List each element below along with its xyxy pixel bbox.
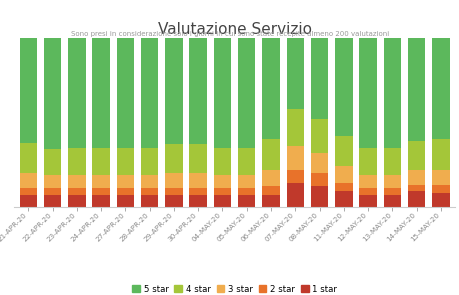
- Bar: [44, 188, 61, 195]
- Bar: [165, 144, 182, 173]
- Bar: [334, 191, 352, 206]
- Bar: [310, 38, 328, 119]
- Bar: [140, 38, 158, 148]
- Bar: [237, 188, 255, 195]
- Bar: [237, 175, 255, 188]
- Bar: [189, 173, 207, 188]
- Bar: [68, 188, 85, 195]
- Bar: [358, 148, 376, 175]
- Bar: [20, 142, 37, 173]
- Bar: [44, 38, 61, 149]
- Bar: [213, 195, 231, 206]
- Bar: [68, 38, 85, 148]
- Bar: [262, 186, 279, 195]
- Bar: [92, 188, 110, 195]
- Bar: [286, 170, 303, 183]
- Bar: [431, 170, 448, 185]
- Bar: [358, 175, 376, 188]
- Bar: [334, 38, 352, 136]
- Bar: [117, 195, 134, 206]
- Bar: [262, 38, 279, 139]
- Bar: [286, 146, 303, 170]
- Bar: [20, 188, 37, 195]
- Bar: [431, 38, 448, 139]
- Bar: [165, 38, 182, 144]
- Bar: [237, 38, 255, 148]
- Bar: [92, 148, 110, 175]
- Bar: [44, 149, 61, 175]
- Bar: [237, 195, 255, 206]
- Bar: [383, 148, 400, 175]
- Bar: [358, 38, 376, 148]
- Bar: [213, 188, 231, 195]
- Bar: [68, 195, 85, 206]
- Bar: [286, 183, 303, 206]
- Bar: [213, 38, 231, 148]
- Bar: [262, 170, 279, 186]
- Bar: [92, 195, 110, 206]
- Bar: [407, 141, 425, 170]
- Bar: [407, 170, 425, 185]
- Bar: [358, 195, 376, 206]
- Legend: 5 star, 4 star, 3 star, 2 star, 1 star: 5 star, 4 star, 3 star, 2 star, 1 star: [129, 281, 340, 295]
- Bar: [431, 193, 448, 206]
- Bar: [262, 139, 279, 170]
- Bar: [213, 148, 231, 175]
- Bar: [92, 175, 110, 188]
- Bar: [431, 185, 448, 193]
- Bar: [189, 195, 207, 206]
- Bar: [20, 38, 37, 142]
- Bar: [189, 38, 207, 144]
- Bar: [44, 195, 61, 206]
- Bar: [310, 153, 328, 173]
- Bar: [310, 186, 328, 206]
- Bar: [68, 148, 85, 175]
- Bar: [310, 119, 328, 153]
- Bar: [407, 185, 425, 191]
- Bar: [20, 195, 37, 206]
- Title: Valutazione Servizio: Valutazione Servizio: [157, 22, 311, 37]
- Bar: [286, 38, 303, 109]
- Bar: [44, 175, 61, 188]
- Bar: [117, 188, 134, 195]
- Bar: [140, 195, 158, 206]
- Bar: [262, 195, 279, 206]
- Bar: [165, 173, 182, 188]
- Bar: [117, 175, 134, 188]
- Bar: [407, 191, 425, 206]
- Bar: [334, 166, 352, 183]
- Bar: [189, 188, 207, 195]
- Bar: [383, 188, 400, 195]
- Bar: [213, 175, 231, 188]
- Bar: [383, 38, 400, 148]
- Bar: [165, 195, 182, 206]
- Bar: [310, 173, 328, 186]
- Bar: [117, 38, 134, 148]
- Bar: [165, 188, 182, 195]
- Bar: [189, 144, 207, 173]
- Bar: [117, 148, 134, 175]
- Bar: [383, 175, 400, 188]
- Bar: [383, 195, 400, 206]
- Text: Sono presi in considerazione solo i giorni in cui sono state recepite almeno 200: Sono presi in considerazione solo i gior…: [71, 31, 388, 37]
- Bar: [286, 109, 303, 146]
- Bar: [334, 183, 352, 191]
- Bar: [140, 148, 158, 175]
- Bar: [140, 175, 158, 188]
- Bar: [92, 38, 110, 148]
- Bar: [358, 188, 376, 195]
- Bar: [407, 38, 425, 141]
- Bar: [68, 175, 85, 188]
- Bar: [334, 136, 352, 166]
- Bar: [431, 139, 448, 170]
- Bar: [20, 173, 37, 188]
- Bar: [140, 188, 158, 195]
- Bar: [237, 148, 255, 175]
